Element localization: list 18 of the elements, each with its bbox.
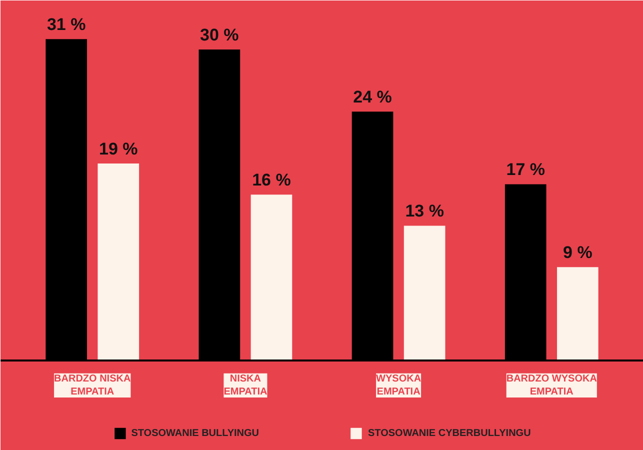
- x-tick-label: NISKA EMPATIA: [224, 373, 268, 398]
- x-tick-label: BARDZO NISKA EMPATIA: [54, 373, 131, 398]
- x-tick-label: WYSOKA EMPATIA: [376, 373, 422, 398]
- bar: [557, 267, 598, 360]
- data-label: 16 %: [252, 170, 291, 190]
- x-tick-label: BARDZO WYSOKA EMPATIA: [506, 373, 597, 398]
- bar: [404, 226, 446, 360]
- data-label: 13 %: [405, 202, 444, 221]
- data-label: 30 %: [200, 25, 239, 44]
- legend-label: STOSOWANIE BULLYINGU: [131, 428, 259, 438]
- bar: [98, 163, 140, 360]
- data-label: 19 %: [99, 139, 138, 158]
- data-label: 9 %: [563, 243, 592, 262]
- bar: [250, 194, 292, 360]
- legend-label: STOSOWANIE CYBERBULLYINGU: [368, 428, 531, 438]
- data-label: 31 %: [46, 15, 86, 34]
- data-label: 24 %: [353, 88, 392, 107]
- data-label: 17 %: [506, 160, 545, 180]
